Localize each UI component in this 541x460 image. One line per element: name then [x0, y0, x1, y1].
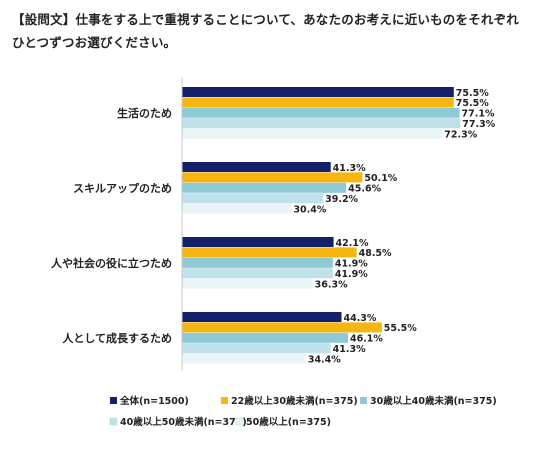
bar [182, 107, 460, 118]
legend-label: 全体(n=1500) [119, 395, 189, 407]
question-text: 【設問文】仕事をする上で重視することについて、あなたのお考えに近いものをそれぞれ… [12, 12, 520, 50]
data-label: 41.3% [333, 163, 366, 174]
legend-label: 22歳以上30歳未満(n=375) [231, 395, 358, 407]
legend-item: 40歳以上50歳未満(n=375) [109, 416, 247, 428]
data-label: 41.3% [333, 344, 366, 355]
legend-item: 50歳以上(n=375) [235, 416, 331, 428]
bar [182, 193, 324, 204]
data-label: 41.9% [335, 259, 368, 270]
bar [182, 118, 461, 129]
data-label: 42.1% [336, 238, 369, 249]
legend-swatch [110, 397, 117, 404]
bar [182, 87, 454, 97]
data-label: 55.5% [384, 323, 417, 334]
bar [182, 247, 357, 258]
data-label: 46.1% [350, 334, 383, 345]
bar [182, 128, 443, 139]
bar [182, 353, 306, 364]
data-label: 50.1% [364, 173, 397, 184]
bar [182, 162, 331, 172]
bar [182, 322, 382, 333]
legend-label: 50歳以上(n=375) [246, 416, 331, 428]
data-label: 75.5% [456, 88, 489, 99]
legend-label: 30歳以上40歳未満(n=375) [370, 395, 497, 407]
data-label: 48.5% [359, 248, 392, 259]
bar [182, 97, 454, 108]
data-label: 77.3% [462, 119, 495, 130]
legend-swatch [109, 417, 118, 426]
category-group: 人として成長するため 44.3% 55.5%46.1%41.3%34.4% [62, 312, 417, 365]
data-label: 30.4% [293, 204, 326, 215]
bar [182, 182, 347, 193]
category-label: 生活のため [117, 106, 172, 120]
bar [182, 237, 334, 247]
data-label: 75.5% [456, 98, 489, 109]
data-label: 44.3% [343, 313, 376, 324]
bar [182, 312, 342, 322]
bar [182, 203, 292, 214]
legend: 全体(n=1500) 22歳以上30歳未満(n=375) 30歳以上40歳未満(n=… [109, 395, 497, 428]
legend-label: 40歳以上50歳未満(n=375) [120, 416, 247, 428]
data-label: 34.4% [308, 354, 341, 365]
legend-swatch [360, 397, 367, 404]
legend-item: 全体(n=1500) [110, 395, 189, 407]
legend-swatch [221, 397, 228, 404]
data-label: 77.1% [462, 109, 495, 120]
bar [182, 332, 348, 343]
data-label: 36.3% [315, 279, 348, 290]
data-label: 72.3% [444, 129, 477, 140]
bar [182, 172, 363, 183]
category-label: 人として成長するため [62, 331, 172, 345]
legend-item: 22歳以上30歳未満(n=375) [221, 395, 358, 407]
bar [182, 257, 333, 268]
bar [182, 268, 333, 279]
bar [182, 343, 331, 354]
bar [182, 278, 313, 289]
category-group: スキルアップのため 41.3%50.1%45.6%39.2%30.4% [73, 162, 398, 215]
data-label: 41.9% [335, 269, 368, 280]
category-label: 人や社会の役に立つため [51, 256, 172, 270]
legend-item: 30歳以上40歳未満(n=375) [360, 395, 497, 407]
data-label: 39.2% [325, 194, 358, 205]
category-label: スキルアップのため [73, 181, 172, 195]
legend-swatch [235, 417, 244, 426]
data-label: 45.6% [348, 184, 381, 195]
